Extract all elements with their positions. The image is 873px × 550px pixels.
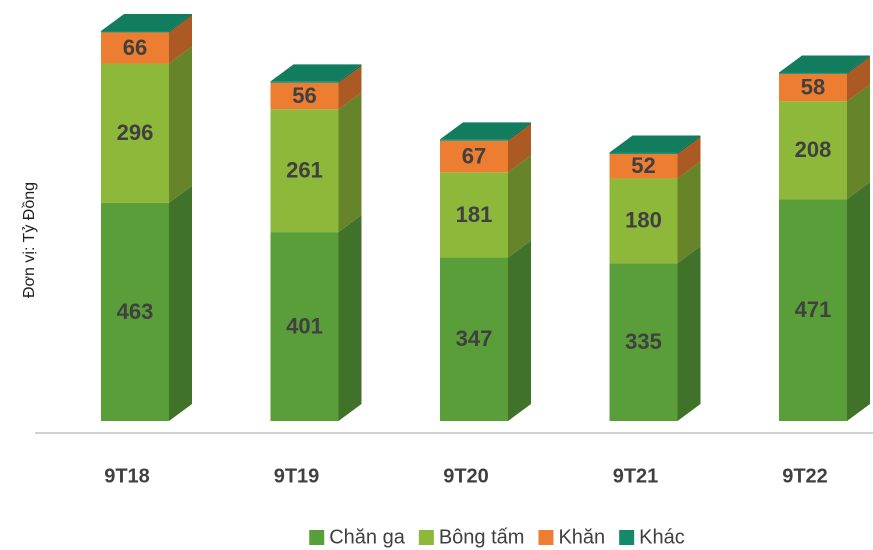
bar-segment xyxy=(440,257,508,421)
bar-side xyxy=(847,84,870,200)
bar-segment xyxy=(440,172,508,258)
x-tick-label: 9T19 xyxy=(274,465,320,487)
bar-top xyxy=(101,14,192,32)
legend-label: Khác xyxy=(639,526,685,548)
y-axis-label: Đơn vị: Tỷ Đồng xyxy=(21,182,38,298)
value-label: 347 xyxy=(456,326,493,351)
bar-side xyxy=(677,135,701,154)
legend-swatch xyxy=(619,530,635,545)
bar-side xyxy=(508,155,531,258)
bar-segment xyxy=(101,202,169,421)
bar-side xyxy=(338,65,362,110)
bar-segment xyxy=(101,31,169,33)
bar-side xyxy=(677,246,701,421)
bar-segment xyxy=(609,178,678,264)
value-label: 208 xyxy=(795,137,832,162)
bar-side xyxy=(169,15,192,64)
bar-top xyxy=(609,135,701,153)
bar-side xyxy=(338,64,362,83)
bar-top xyxy=(270,64,362,82)
bar-side xyxy=(508,240,531,421)
bar-side xyxy=(677,161,701,264)
value-label: 181 xyxy=(456,202,493,227)
bar-segment xyxy=(440,140,508,173)
x-tick-label: 9T21 xyxy=(613,465,659,487)
value-label: 261 xyxy=(286,157,323,182)
bar-side xyxy=(169,14,192,33)
value-label: 66 xyxy=(123,35,147,60)
legend-swatch xyxy=(538,530,554,545)
legend-label: Chăn ga xyxy=(329,526,405,548)
bar-side xyxy=(508,123,531,173)
bar-segment xyxy=(101,63,169,203)
value-label: 463 xyxy=(117,299,154,324)
bar-side xyxy=(169,185,192,421)
bar-side xyxy=(847,182,870,421)
legend-swatch xyxy=(418,530,434,545)
value-label: 296 xyxy=(117,120,154,145)
bar-side xyxy=(847,56,870,102)
value-label: 180 xyxy=(625,208,662,233)
bar-segment xyxy=(779,73,847,102)
value-label: 335 xyxy=(625,329,662,354)
bar-segment xyxy=(609,152,678,154)
bar-segment xyxy=(440,139,508,141)
bar-segment xyxy=(270,81,339,83)
bar-segment xyxy=(609,263,678,421)
value-label: 52 xyxy=(631,153,655,178)
x-tick-label: 9T18 xyxy=(104,465,150,487)
bar-segment xyxy=(270,82,339,110)
value-label: 67 xyxy=(462,143,486,168)
bar-top xyxy=(440,122,531,140)
legend-label: Khăn xyxy=(558,526,605,548)
bar-segment xyxy=(270,109,339,233)
value-label: 401 xyxy=(286,313,323,338)
bar-segment xyxy=(779,72,847,74)
bar-segment xyxy=(779,101,847,200)
bar-top xyxy=(779,55,870,73)
bar-segment xyxy=(779,199,847,421)
bar-side xyxy=(508,122,531,141)
x-tick-label: 9T20 xyxy=(443,465,489,487)
bar-side xyxy=(338,92,362,233)
legend-label: Bông tấm xyxy=(439,526,525,548)
x-tick-label: 9T22 xyxy=(782,465,828,487)
bar-segment xyxy=(609,153,678,179)
bar-segment xyxy=(270,232,339,421)
bar-segment xyxy=(101,32,169,64)
bar-side xyxy=(847,55,870,74)
value-label: 58 xyxy=(801,74,825,99)
bar-side xyxy=(338,215,362,421)
bar-side xyxy=(169,46,192,203)
legend-swatch xyxy=(309,530,325,545)
bar-side xyxy=(677,136,701,179)
value-label: 471 xyxy=(795,297,832,322)
value-label: 56 xyxy=(292,83,316,108)
